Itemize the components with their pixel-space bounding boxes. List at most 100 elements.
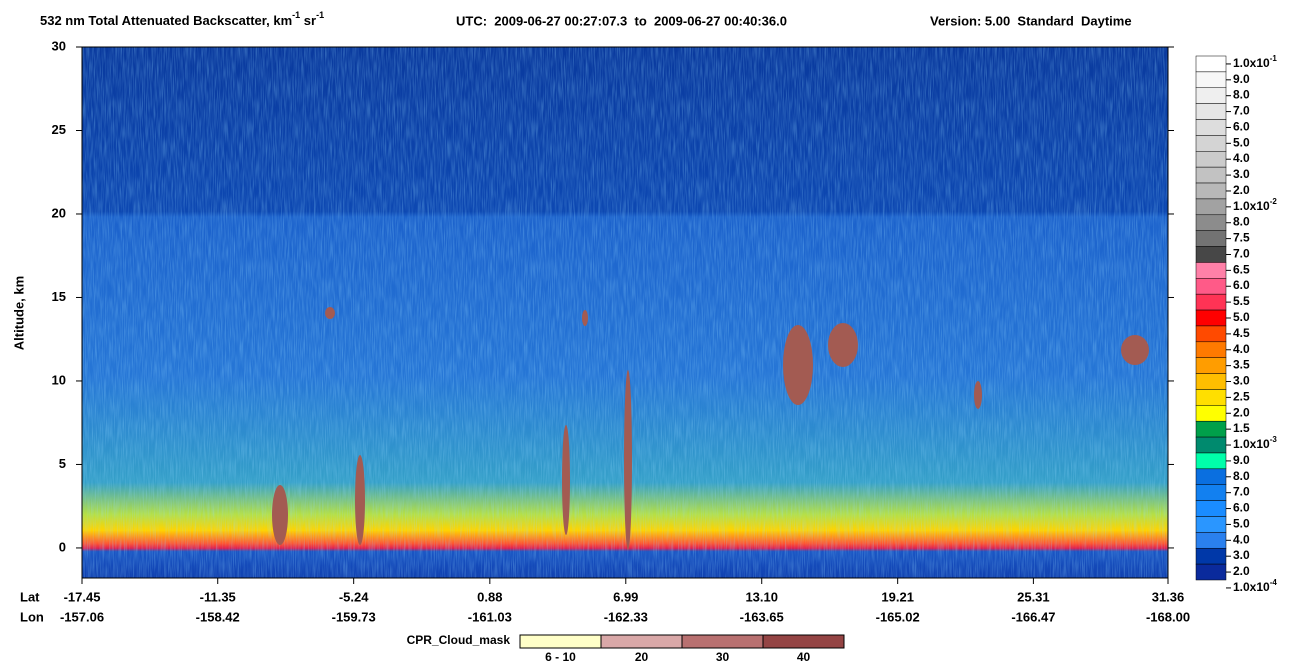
colorbar-label: 4.5 bbox=[1233, 326, 1250, 340]
colorbar-cell bbox=[1195, 341, 1227, 358]
colorbar-label-text: 3.5 bbox=[1233, 358, 1250, 372]
colorbar-cell bbox=[1195, 484, 1227, 501]
colorbar-label: 6.0 bbox=[1233, 120, 1250, 134]
colorbar-cell bbox=[1195, 198, 1227, 216]
colorbar-label: 1.0x10-1 bbox=[1233, 54, 1277, 70]
colorbar-cell bbox=[1195, 452, 1227, 470]
colorbar-label: 2.0 bbox=[1233, 183, 1250, 197]
colorbar-label-text: 1.0x10 bbox=[1233, 56, 1270, 70]
colorbar-label: 6.0 bbox=[1233, 278, 1250, 292]
colorbar-label-text: 3.0 bbox=[1233, 548, 1250, 562]
colorbar-label-text: 9.0 bbox=[1233, 453, 1250, 467]
colorbar-label: 8.0 bbox=[1233, 88, 1250, 102]
lat-tick-label: 6.99 bbox=[613, 589, 638, 604]
y-tick-label: 25 bbox=[52, 122, 66, 137]
x-row-label: Lon bbox=[20, 609, 44, 624]
colorbar-cell bbox=[1195, 119, 1227, 136]
colorbar-label-text: 5.0 bbox=[1233, 136, 1250, 150]
colorbar-cell bbox=[1195, 166, 1227, 184]
colorbar-label-exponent: -2 bbox=[1270, 197, 1278, 206]
time-range: UTC: 2009-06-27 00:27:07.3 to 2009-06-27… bbox=[456, 13, 787, 28]
colorbar-cell bbox=[1195, 516, 1227, 533]
chart-title: 532 nm Total Attenuated Backscatter, km-… bbox=[40, 10, 324, 28]
colorbar-cell bbox=[1195, 103, 1227, 120]
colorbar-cell bbox=[1195, 214, 1227, 231]
colorbar-label-text: 7.0 bbox=[1233, 247, 1250, 261]
colorbar-label-text: 1.5 bbox=[1233, 421, 1250, 435]
colorbar-cell bbox=[1195, 71, 1227, 89]
cpr-legend-title: CPR_Cloud_mask bbox=[407, 633, 511, 647]
colorbar-label: 9.0 bbox=[1233, 453, 1250, 467]
colorbar-label: 9.0 bbox=[1233, 72, 1250, 86]
colorbar-label-text: 8.0 bbox=[1233, 215, 1250, 229]
colorbar-label: 3.0 bbox=[1233, 374, 1250, 388]
colorbar-label: 3.0 bbox=[1233, 548, 1250, 562]
y-tick-label: 5 bbox=[59, 456, 66, 471]
cpr-legend-swatch bbox=[762, 634, 845, 649]
colorbar-label-text: 3.0 bbox=[1233, 374, 1250, 388]
colorbar-label-text: 5.0 bbox=[1233, 517, 1250, 531]
colorbar-label: 2.0 bbox=[1233, 405, 1250, 419]
colorbar-label: 8.0 bbox=[1233, 215, 1250, 229]
colorbar-label-text: 7.0 bbox=[1233, 104, 1250, 118]
colorbar-label-text: 1.0x10 bbox=[1233, 437, 1270, 451]
lat-tick-label: 19.21 bbox=[881, 589, 914, 604]
colorbar-cell bbox=[1195, 405, 1227, 422]
y-tick-label: 20 bbox=[52, 205, 66, 220]
colorbar-label: 1.0x10-2 bbox=[1233, 197, 1277, 213]
colorbar-label-text: 9.0 bbox=[1233, 72, 1250, 86]
colorbar-label: 2.5 bbox=[1233, 390, 1250, 404]
lon-tick-label: -163.65 bbox=[740, 609, 784, 624]
colorbar-cell bbox=[1195, 309, 1227, 327]
colorbar-label-text: 6.5 bbox=[1233, 263, 1250, 277]
colorbar-label-text: 5.5 bbox=[1233, 294, 1250, 308]
colorbar-label-text: 4.0 bbox=[1233, 532, 1250, 546]
colorbar-label-text: 1.0x10 bbox=[1233, 199, 1270, 213]
colorbar-label-text: 5.0 bbox=[1233, 310, 1250, 324]
colorbar-label-text: 2.0 bbox=[1233, 564, 1250, 578]
colorbar-label-text: 3.0 bbox=[1233, 167, 1250, 181]
lon-tick-label: -159.73 bbox=[332, 609, 376, 624]
lat-tick-label: 13.10 bbox=[745, 589, 778, 604]
colorbar-cell bbox=[1195, 151, 1227, 168]
colorbar-label-text: 6.0 bbox=[1233, 501, 1250, 515]
colorbar-cell bbox=[1195, 532, 1227, 549]
colorbar-label: 2.0 bbox=[1233, 564, 1250, 578]
colorbar-label: 4.0 bbox=[1233, 342, 1250, 356]
cpr-legend-label: 6 - 10 bbox=[545, 650, 576, 664]
colorbar-label: 4.0 bbox=[1233, 151, 1250, 165]
colorbar-label: 5.0 bbox=[1233, 517, 1250, 531]
plot-frame bbox=[81, 46, 1169, 579]
lat-tick-label: 31.36 bbox=[1152, 589, 1185, 604]
lon-tick-label: -158.42 bbox=[196, 609, 240, 624]
colorbar-cell bbox=[1195, 468, 1227, 485]
colorbar-cell bbox=[1195, 182, 1227, 200]
version: Version: 5.00 Standard Daytime bbox=[930, 13, 1132, 28]
lon-tick-label: -161.03 bbox=[468, 609, 512, 624]
colorbar-label-exponent: -4 bbox=[1270, 578, 1278, 587]
lon-tick-label: -157.06 bbox=[60, 609, 104, 624]
colorbar-cell bbox=[1195, 500, 1227, 517]
colorbar-label-text: 8.0 bbox=[1233, 469, 1250, 483]
colorbar-label-text: 4.0 bbox=[1233, 151, 1250, 165]
lat-tick-label: 25.31 bbox=[1017, 589, 1050, 604]
colorbar-label: 5.0 bbox=[1233, 310, 1250, 324]
colorbar-cell bbox=[1195, 230, 1227, 247]
x-row-label: Lat bbox=[20, 589, 40, 604]
colorbar-label-text: 4.5 bbox=[1233, 326, 1250, 340]
colorbar-cell bbox=[1195, 436, 1227, 454]
cpr-legend-swatch bbox=[681, 634, 764, 649]
lon-tick-label: -166.47 bbox=[1011, 609, 1055, 624]
y-axis-label: Altitude, km bbox=[11, 276, 26, 350]
colorbar-label: 5.5 bbox=[1233, 294, 1250, 308]
colorbar-cell bbox=[1195, 547, 1227, 565]
colorbar-cell bbox=[1195, 278, 1227, 295]
cpr-legend-swatch bbox=[519, 634, 602, 649]
cpr-legend-label: 30 bbox=[716, 650, 730, 664]
colorbar-label-exponent: -3 bbox=[1270, 435, 1278, 444]
colorbar-label: 3.0 bbox=[1233, 167, 1250, 181]
lat-tick-label: -17.45 bbox=[64, 589, 101, 604]
lat-tick-label: -11.35 bbox=[200, 589, 236, 604]
colorbar-cell bbox=[1195, 563, 1227, 581]
